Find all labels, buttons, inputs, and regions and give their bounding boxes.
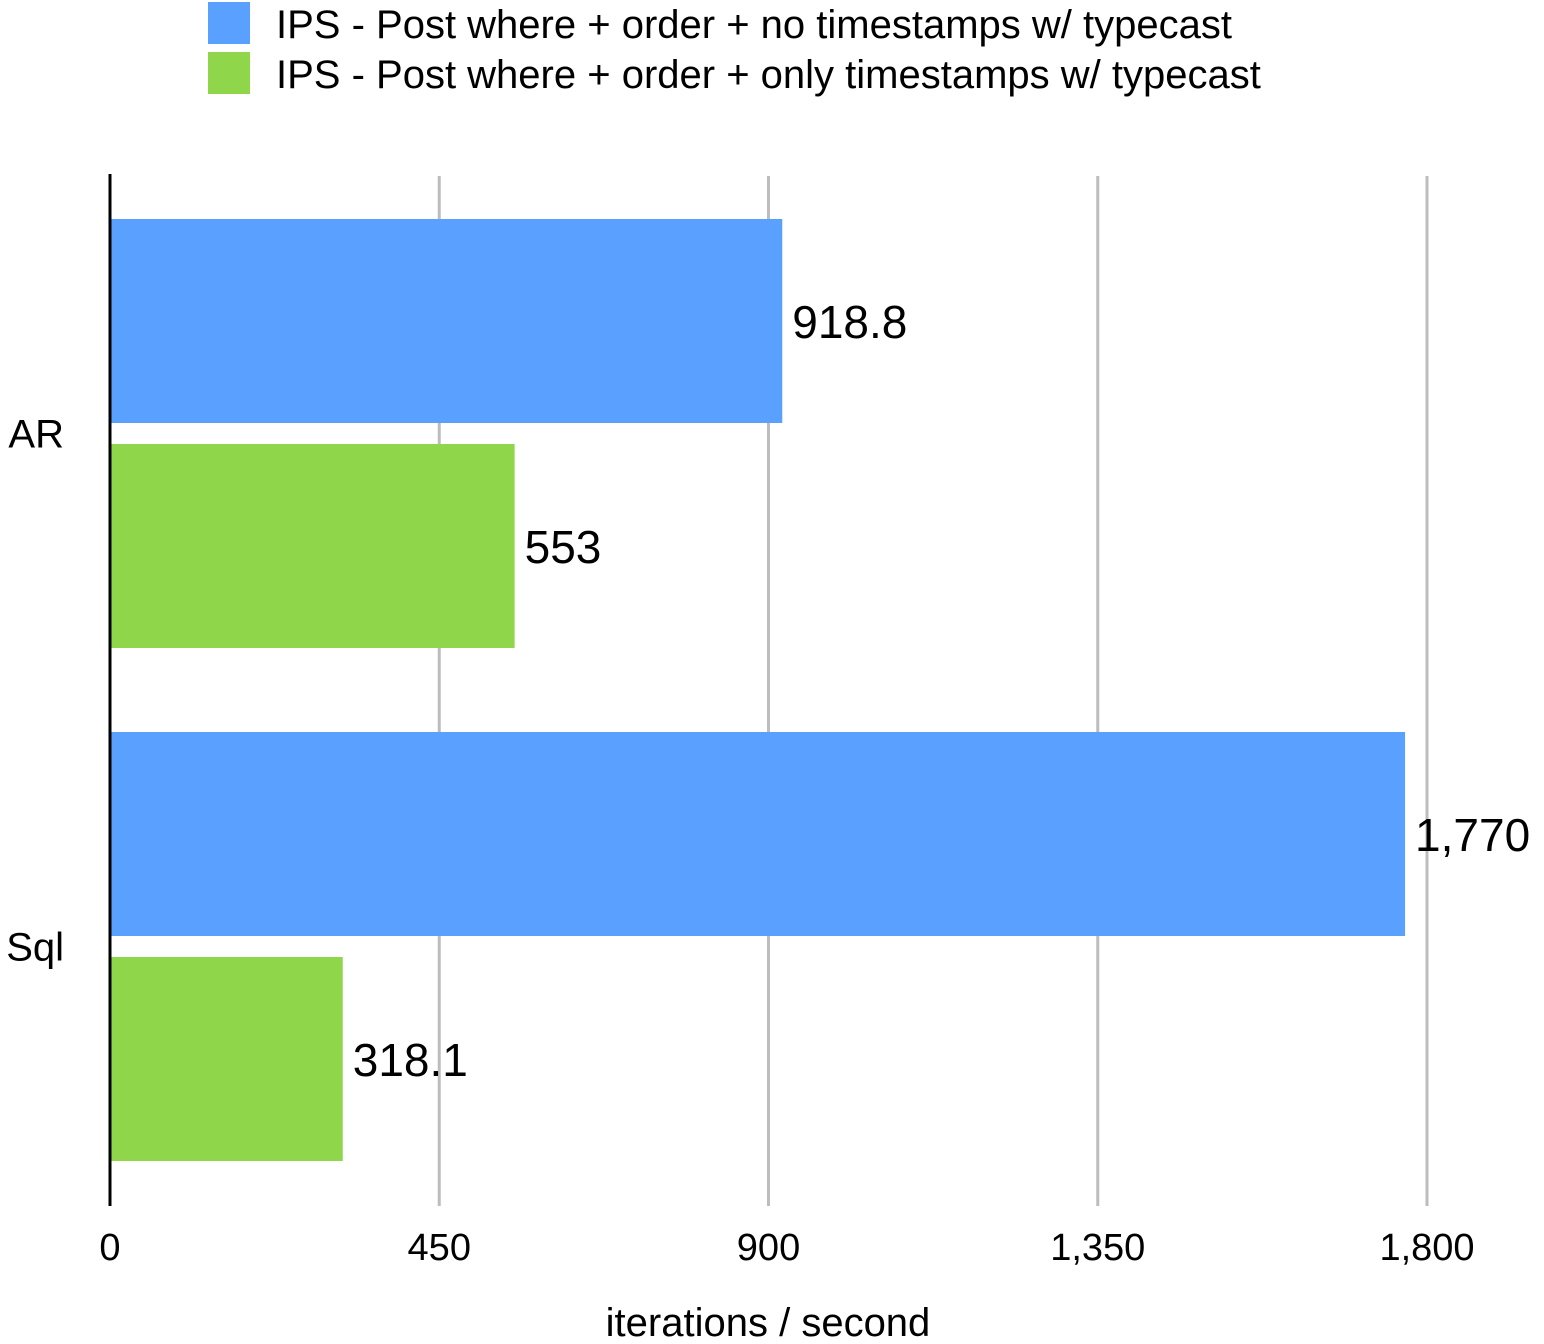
category-labels: AR Sql: [6, 413, 64, 970]
legend-swatch-2: [208, 52, 250, 94]
x-tick-label: 900: [737, 1227, 800, 1269]
x-tick-label: 1,800: [1379, 1227, 1474, 1269]
data-label: 553: [525, 521, 602, 573]
bars: 918.8 553 1,770 318.1: [111, 219, 1530, 1161]
legend: IPS - Post where + order + no timestamps…: [208, 2, 1261, 97]
category-label-ar: AR: [8, 413, 64, 457]
bar-ar-series-1: [111, 219, 783, 423]
legend-label-1: IPS - Post where + order + no timestamps…: [276, 3, 1232, 47]
data-label: 1,770: [1415, 809, 1530, 861]
x-tick-label: 1,350: [1050, 1227, 1145, 1269]
x-axis-title: iterations / second: [606, 1301, 931, 1344]
category-label-sql: Sql: [6, 926, 64, 970]
data-label: 318.1: [353, 1034, 468, 1086]
bar-ar-series-2: [111, 444, 515, 648]
x-tick-label: 450: [408, 1227, 471, 1269]
legend-swatch-1: [208, 2, 250, 44]
bar-sql-series-1: [111, 732, 1406, 936]
data-label: 918.8: [792, 296, 907, 348]
legend-label-2: IPS - Post where + order + only timestam…: [276, 53, 1261, 97]
bar-sql-series-2: [111, 957, 343, 1161]
x-tick-label: 0: [99, 1227, 120, 1269]
x-tick-labels: 0 450 900 1,350 1,800: [99, 1227, 1474, 1269]
